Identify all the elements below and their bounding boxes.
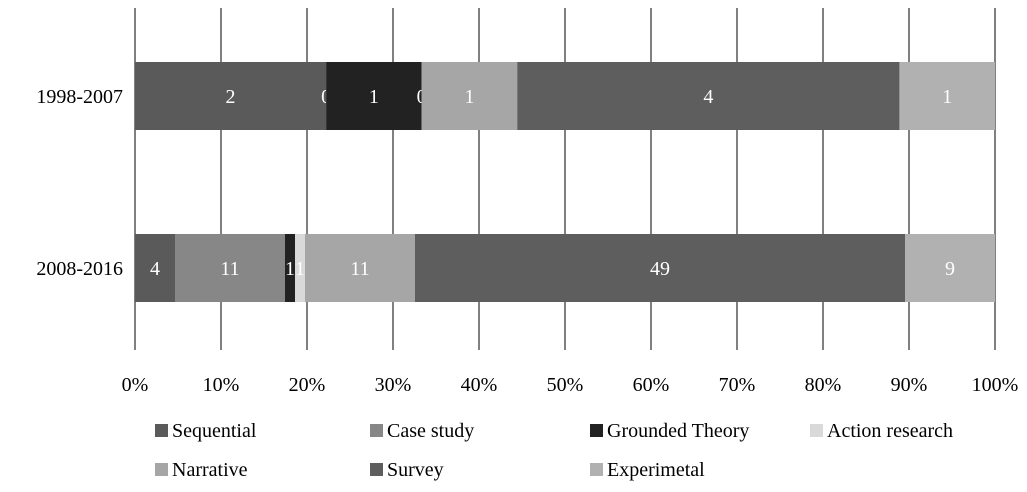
x-tick-label: 60% (633, 374, 670, 396)
data-label: 4 (150, 258, 160, 280)
data-label: 1 (942, 86, 952, 108)
data-label: 1 (464, 86, 474, 108)
bar-segment (905, 234, 995, 302)
bar-segment (517, 62, 900, 130)
bar-segment (135, 62, 327, 130)
data-label: 1 (369, 86, 379, 108)
category-label: 1998-2007 (36, 86, 123, 108)
bar-segment (285, 234, 295, 302)
category-label: 2008-2016 (36, 258, 123, 280)
bar-segment (295, 234, 305, 302)
legend-swatch (155, 424, 168, 437)
data-label: 2 (226, 86, 236, 108)
legend-swatch (155, 463, 168, 476)
data-label: 49 (650, 258, 670, 280)
data-label: 9 (945, 258, 955, 280)
legend-label: Case study (387, 420, 474, 442)
x-tick-label: 100% (972, 374, 1019, 396)
legend-swatch (590, 463, 603, 476)
data-label: 4 (703, 86, 713, 108)
legend-label: Experimetal (607, 459, 705, 481)
bar-segment (326, 62, 422, 130)
x-tick-label: 10% (203, 374, 240, 396)
legend-swatch (370, 424, 383, 437)
data-label: 11 (350, 258, 369, 280)
legend-swatch (590, 424, 603, 437)
legend-swatch (810, 424, 823, 437)
legend-label: Survey (387, 459, 444, 481)
x-tick-label: 70% (719, 374, 756, 396)
bar-segment (175, 234, 285, 302)
bar-segment (305, 234, 415, 302)
bar-segment (421, 62, 518, 130)
x-tick-label: 30% (375, 374, 412, 396)
legend-label: Grounded Theory (607, 420, 749, 442)
x-tick-label: 50% (547, 374, 584, 396)
x-tick-label: 90% (891, 374, 928, 396)
data-label: 1 (295, 258, 305, 280)
x-tick-label: 0% (122, 374, 149, 396)
x-tick-label: 40% (461, 374, 498, 396)
bar-segment (135, 234, 175, 302)
x-tick-label: 20% (289, 374, 326, 396)
legend-label: Narrative (172, 459, 248, 481)
bar-segment (899, 62, 995, 130)
data-label: 11 (220, 258, 239, 280)
x-tick-label: 80% (805, 374, 842, 396)
bar-segment (415, 234, 905, 302)
data-label: 1 (285, 258, 295, 280)
legend-label: Action research (827, 420, 953, 442)
legend-swatch (370, 463, 383, 476)
legend-label: Sequential (172, 420, 257, 442)
